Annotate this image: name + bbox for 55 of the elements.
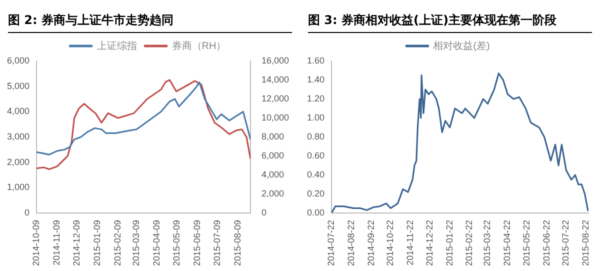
y-tick-label: 0.60 [306,150,325,160]
x-tick-label: 2014-10-22 [385,220,396,266]
x-tick-label: 2015-02-09 [112,220,122,266]
y2-tick-label: 6,000 [261,150,284,160]
x-tick-label: 2015-01-09 [92,220,102,266]
y-tick-label: 0 [24,207,30,218]
x-tick-label: 2014-10-09 [31,220,42,266]
y2-tick-label: 16,000 [261,55,290,66]
y2-tick-label: 10,000 [261,112,290,122]
x-tick-label: 2014-12-09 [71,220,82,266]
x-tick-label: 2014-12-22 [424,220,434,266]
y-tick-label: 0.80 [306,131,325,142]
y-tick-label: 5,000 [6,80,30,91]
x-tick-label: 2014-07-22 [326,220,336,266]
y-tick-label: 4,000 [6,106,30,116]
y-tick-label: 0.00 [306,207,325,218]
x-tick-label: 2014-11-22 [405,220,416,266]
x-tick-label: 2015-05-22 [521,220,532,266]
legend-label: 上证综指 [96,40,137,52]
x-tick-label: 2014-11-09 [52,220,62,266]
y-tick-label: 1.20 [306,93,325,104]
x-tick-label: 2015-08-09 [232,220,242,266]
y2-tick-label: 0 [261,207,266,218]
x-tick-label: 2015-03-22 [482,220,492,266]
y-tick-label: 1.40 [306,74,325,84]
y-tick-label: 0.20 [306,188,325,198]
y-tick-label: 2,000 [6,156,30,167]
y2-tick-label: 8,000 [261,131,284,142]
x-tick-label: 2015-04-22 [502,220,512,266]
y-tick-label: 3,000 [6,131,30,142]
x-tick-label: 2015-01-22 [444,220,454,266]
y-tick-label: 1.00 [306,112,325,122]
x-tick-label: 2014-09-22 [366,220,376,266]
x-tick-label: 2015-05-09 [171,220,182,266]
y2-tick-label: 2,000 [261,188,284,198]
x-tick-label: 2015-03-09 [131,220,142,266]
x-tick-label: 2015-04-09 [152,220,162,266]
x-tick-label: 2015-06-22 [541,220,552,266]
x-tick-label: 2015-06-09 [192,220,202,266]
y2-tick-label: 12,000 [261,93,290,104]
chart-title: 图 2: 券商与上证牛市走势趋同 [8,12,292,33]
legend-label: 相对收益(差) [433,40,490,52]
y-tick-label: 1,000 [6,182,30,192]
x-tick-label: 2015-07-09 [212,220,222,266]
y-tick-label: 0.40 [306,169,325,180]
y-tick-label: 6,000 [6,55,30,66]
x-tick-label: 2014-08-22 [346,220,356,266]
y-tick-label: 1.60 [306,55,325,66]
y2-tick-label: 14,000 [261,74,290,84]
x-tick-label: 2015-02-22 [464,220,474,266]
legend-label: 券商（RH） [172,40,226,52]
y2-tick-label: 4,000 [261,169,284,180]
chart-title: 图 3: 券商相对收益(上证)主要体现在第一阶段 [308,12,592,33]
x-tick-label: 2015-07-22 [560,220,571,266]
x-tick-label: 2015-08-22 [580,220,591,266]
